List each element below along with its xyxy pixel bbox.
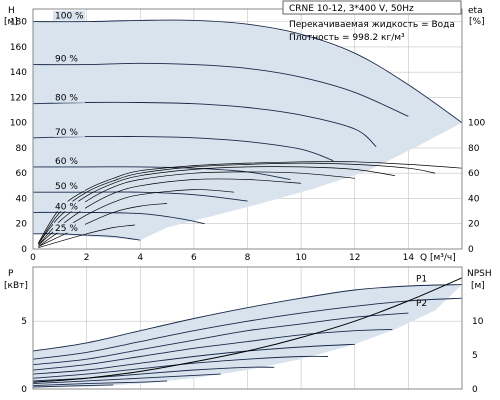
speed-curve bbox=[32, 62, 409, 117]
head-chart: 0 2 4 6 8 10 12 1402040608010012014016018002040… bbox=[10, 8, 486, 263]
speed-label-bg bbox=[53, 201, 85, 212]
head-y-tick: 100 bbox=[10, 119, 27, 129]
npsh-line bbox=[32, 277, 463, 383]
head-y-tick: 120 bbox=[10, 93, 27, 103]
head-y-tick: 40 bbox=[16, 194, 28, 204]
head-x-tick: 0 bbox=[30, 253, 36, 263]
speed-curve bbox=[33, 191, 248, 202]
flow-axis-label: Q [м³/ч] bbox=[420, 253, 456, 263]
efficiency-curve bbox=[38, 224, 135, 249]
power-tick-labels: 0 5 0 5 10 bbox=[21, 317, 483, 395]
head-y-tick: 180 bbox=[10, 18, 27, 28]
density-label: Плотность = 998.2 кг/м³ bbox=[289, 33, 405, 43]
power-axis-label-unit: [кВт] bbox=[4, 281, 28, 291]
series-label-p1: P1 bbox=[416, 275, 427, 285]
power-axis-label-p: P bbox=[8, 269, 14, 279]
chart-title: CRNE 10-12, 3*400 V, 50Hz bbox=[289, 4, 414, 14]
power-curve bbox=[32, 297, 463, 360]
eta-y-tick: 60 bbox=[468, 169, 480, 179]
power-curve bbox=[32, 355, 328, 379]
power-y-tick: 5 bbox=[21, 317, 27, 327]
head-speed-curves bbox=[32, 19, 463, 241]
power-plot-frame bbox=[32, 266, 463, 390]
power-envelope bbox=[33, 284, 462, 388]
speed-curve bbox=[32, 166, 291, 180]
speed-label-bg bbox=[53, 53, 85, 64]
head-y-tick: 20 bbox=[16, 220, 28, 230]
speed-label-bg bbox=[53, 222, 85, 233]
fluid-label: Перекачиваемая жидкость = Вода bbox=[289, 20, 455, 30]
head-y-tick: 0 bbox=[21, 245, 27, 255]
power-curve bbox=[32, 328, 393, 371]
speed-label-bg bbox=[53, 181, 85, 192]
speed-label: 70 % bbox=[55, 128, 78, 138]
speed-label: 90 % bbox=[55, 55, 78, 65]
speed-label-bg bbox=[53, 10, 85, 21]
head-y-tick: 140 bbox=[10, 68, 27, 78]
head-envelope-area bbox=[33, 20, 462, 241]
power-curve bbox=[32, 284, 463, 352]
power-y-tick: 0 bbox=[21, 385, 27, 395]
head-envelope bbox=[33, 20, 462, 241]
speed-label: 80 % bbox=[55, 94, 78, 104]
power-curve bbox=[32, 312, 409, 366]
head-axis-label-h: H bbox=[8, 6, 15, 16]
head-plot-frame bbox=[32, 8, 463, 250]
head-tick-labels: 0 2 4 6 8 10 12 1402040608010012014016018002040… bbox=[10, 18, 486, 263]
speed-label: 40 % bbox=[55, 202, 78, 212]
series-label-p2: P2 bbox=[416, 299, 427, 309]
head-x-tick: 12 bbox=[349, 253, 360, 263]
npsh-y-tick: 5 bbox=[472, 351, 478, 361]
eta-y-tick: 20 bbox=[468, 220, 480, 230]
npsh-axis-label-unit: [м] bbox=[471, 281, 485, 291]
head-x-tick: 8 bbox=[245, 253, 251, 263]
power-chart: 0 5 0 5 10 P1 P2 bbox=[21, 266, 484, 395]
eta-y-tick: 80 bbox=[468, 144, 480, 154]
efficiency-curve bbox=[38, 162, 436, 245]
speed-curve bbox=[32, 136, 334, 162]
speed-label: 25 % bbox=[55, 224, 78, 234]
title-box bbox=[282, 0, 462, 15]
power-series-labels: P1 P2 bbox=[416, 275, 427, 310]
eta-y-tick: 100 bbox=[468, 119, 485, 129]
head-x-tick: 4 bbox=[137, 253, 143, 263]
speed-curve bbox=[32, 19, 463, 124]
head-x-tick: 14 bbox=[403, 253, 415, 263]
speed-label: 50 % bbox=[55, 182, 78, 192]
head-x-tick: 6 bbox=[191, 253, 197, 263]
head-x-tick: 10 bbox=[295, 253, 307, 263]
speed-label-bg bbox=[53, 126, 85, 137]
power-curve bbox=[32, 384, 114, 388]
power-envelope-area bbox=[33, 284, 462, 388]
speed-curve bbox=[32, 211, 205, 225]
eta-y-tick: 0 bbox=[468, 245, 474, 255]
speed-label-bg bbox=[53, 92, 85, 103]
npsh-curve bbox=[32, 277, 463, 383]
head-y-tick: 160 bbox=[10, 43, 27, 53]
efficiency-curve bbox=[38, 203, 168, 247]
npsh-axis-label: NPSH bbox=[467, 269, 492, 279]
npsh-y-tick: 10 bbox=[472, 317, 484, 327]
speed-percent-labels: 100 % 90 % 80 % 70 % 60 % 50 % 40 % 25 % bbox=[53, 10, 85, 234]
eta-y-tick: 40 bbox=[468, 194, 480, 204]
head-y-tick: 80 bbox=[16, 144, 28, 154]
head-axis-label-unit: [м] bbox=[4, 17, 18, 27]
power-curve bbox=[32, 373, 221, 385]
speed-label: 60 % bbox=[55, 157, 78, 167]
power-curve bbox=[32, 343, 355, 375]
efficiency-curve bbox=[38, 161, 463, 243]
head-x-tick: 2 bbox=[84, 253, 90, 263]
npsh-y-tick: 0 bbox=[472, 385, 478, 395]
power-curve bbox=[32, 380, 168, 387]
efficiency-curve bbox=[38, 171, 355, 246]
eta-axis-label: eta bbox=[468, 6, 483, 16]
eta-axis-label-unit: [%] bbox=[469, 17, 485, 27]
head-y-tick: 60 bbox=[16, 169, 28, 179]
speed-curve bbox=[32, 101, 377, 148]
speed-label: 100 % bbox=[55, 12, 84, 22]
speed-label-bg bbox=[53, 155, 85, 166]
